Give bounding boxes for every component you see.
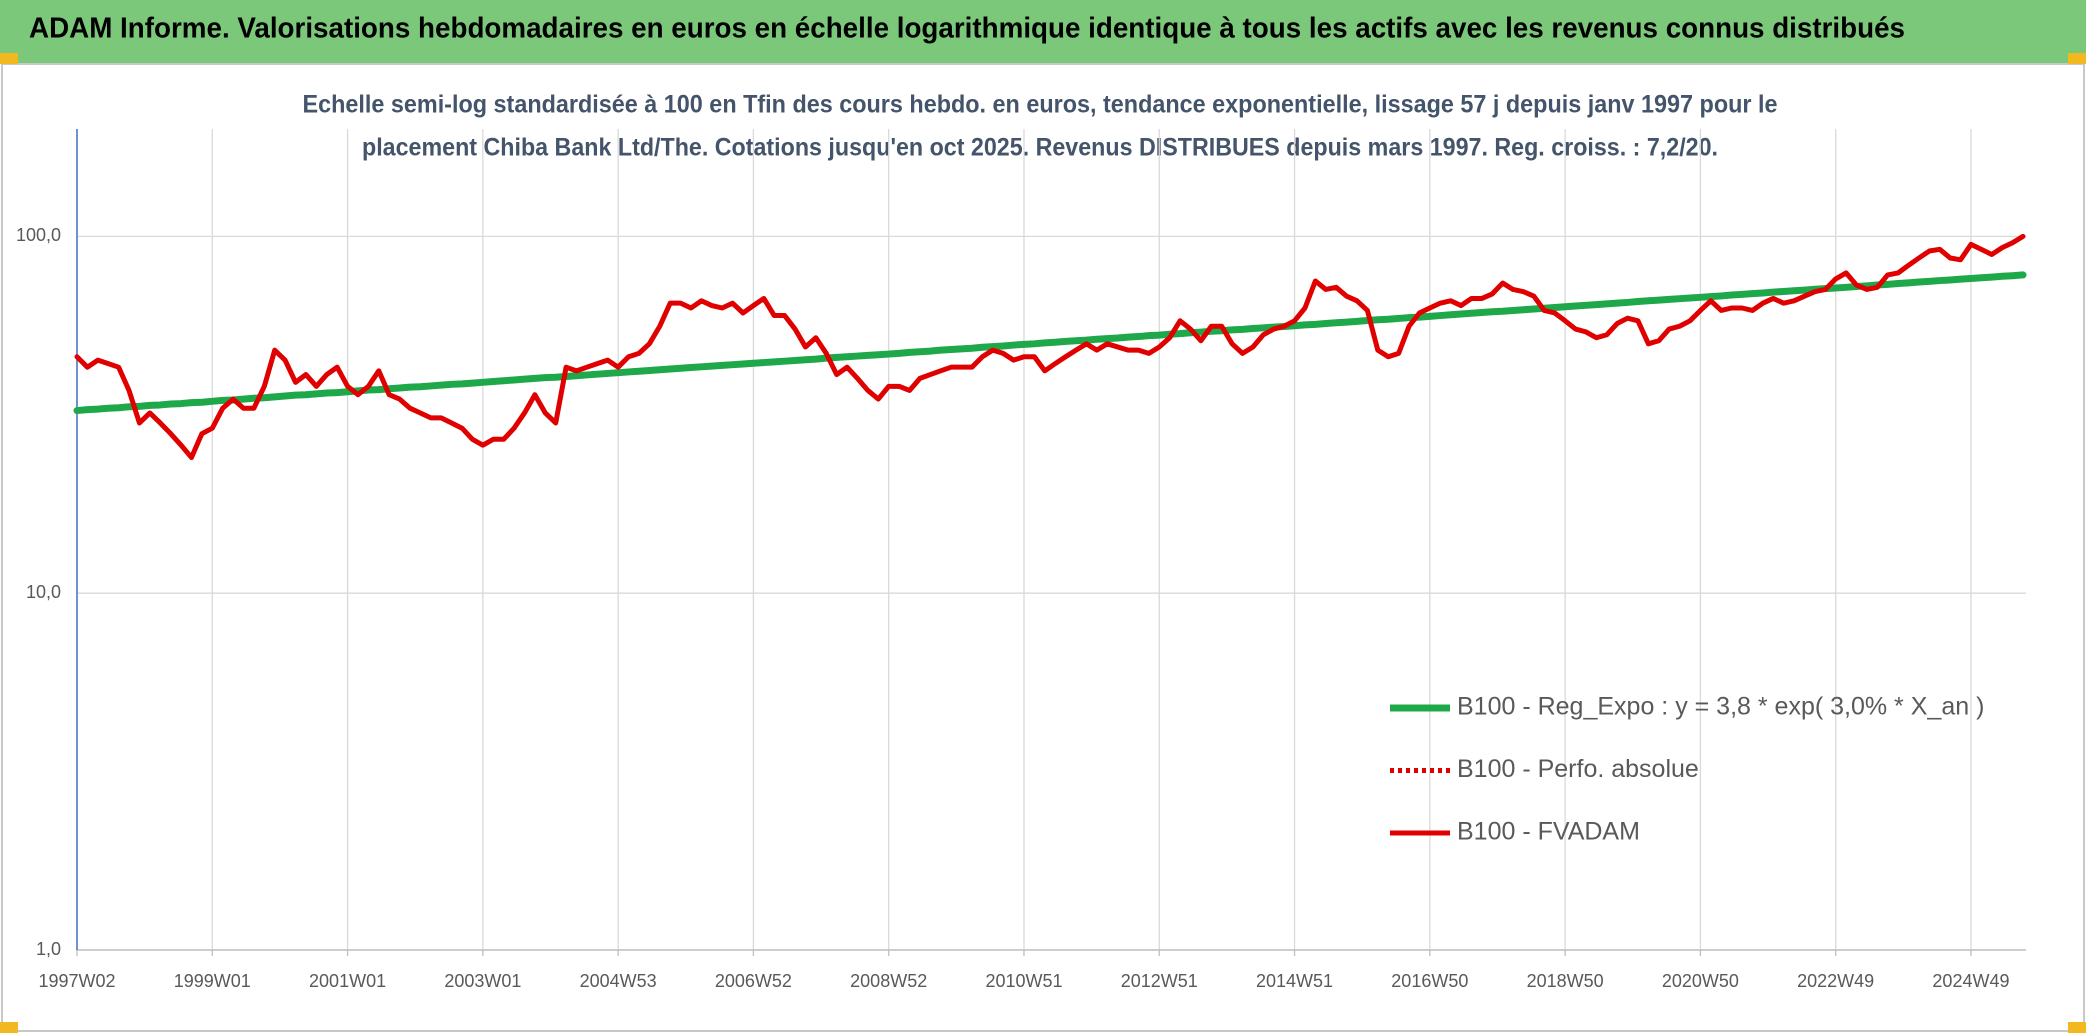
x-tick-label: 2012W51: [1121, 971, 1198, 991]
x-tick-label: 2010W51: [985, 971, 1062, 991]
x-tick-label: 2014W51: [1256, 971, 1333, 991]
y-tick-label: 1,0: [36, 939, 61, 959]
legend-label: B100 - Perfo. absolue: [1457, 755, 1699, 783]
chart-subtitle: placement Chiba Bank Ltd/The. Cotations …: [362, 134, 1718, 162]
chart-title: ADAM Informe. Valorisations hebdomadaire…: [29, 13, 1905, 45]
x-tick-label: 2004W53: [580, 971, 657, 991]
corner-mark: [2068, 53, 2086, 64]
chart-frame: [1, 63, 2085, 1032]
title-bar: [0, 0, 2086, 64]
x-tick-label: 2001W01: [309, 971, 386, 991]
legend-label: B100 - FVADAM: [1457, 818, 1640, 846]
data-line: [73, 271, 2027, 415]
x-tick-label: 1997W02: [38, 971, 115, 991]
y-tick-label: 100,0: [16, 225, 61, 245]
x-tick-label: 2024W49: [1932, 971, 2009, 991]
x-tick-label: 2008W52: [850, 971, 927, 991]
legend-label: B100 - Reg_Expo : y = 3,8 * exp( 3,0% * …: [1457, 693, 1984, 721]
x-tick-label: 2018W50: [1527, 971, 1604, 991]
corner-mark: [2068, 1022, 2086, 1033]
x-tick-label: 2022W49: [1797, 971, 1874, 991]
x-tick-label: 2016W50: [1391, 971, 1468, 991]
y-tick-label: 10,0: [26, 582, 61, 602]
data-line: [74, 233, 2026, 461]
x-tick-label: 2003W01: [444, 971, 521, 991]
x-tick-label: 2006W52: [715, 971, 792, 991]
chart-subtitle: Echelle semi-log standardisée à 100 en T…: [303, 91, 1778, 119]
x-tick-label: 1999W01: [174, 971, 251, 991]
corner-mark: [0, 53, 18, 64]
x-tick-label: 2020W50: [1662, 971, 1739, 991]
corner-mark: [0, 1022, 18, 1033]
